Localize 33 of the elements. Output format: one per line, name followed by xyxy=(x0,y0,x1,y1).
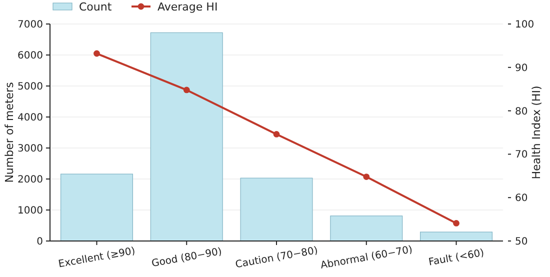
y2-tick-label: 50 xyxy=(515,236,528,248)
y2-tick-label: 70 xyxy=(515,150,528,161)
x-tick-label: Good (80−90) xyxy=(150,246,223,270)
y2-tick-label: 90 xyxy=(515,62,528,74)
x-tick-label: Caution (70−80) xyxy=(234,245,319,271)
point xyxy=(363,174,370,180)
x-tick-label: Abnormal (60−70) xyxy=(320,244,414,272)
y2-tick-label: 80 xyxy=(515,106,528,118)
y-axis-title: Number of meters xyxy=(3,82,16,183)
bar xyxy=(60,174,133,242)
y-tick-label: 5000 xyxy=(18,82,43,92)
y2-axis-title: Health Index (HI) xyxy=(530,86,543,180)
y-tick-label: 1000 xyxy=(18,206,43,216)
y-tick-label: 7000 xyxy=(18,20,43,30)
point xyxy=(94,50,100,57)
bar xyxy=(240,178,313,242)
y-tick-label: 3000 xyxy=(18,144,43,154)
y-tick-label: 4000 xyxy=(18,112,43,124)
y2-tick-label: 100 xyxy=(515,20,534,30)
y-tick-label: 6000 xyxy=(18,50,43,62)
bar xyxy=(150,32,223,242)
y-tick-label: 0 xyxy=(36,236,43,248)
y-tick-label: 2000 xyxy=(18,174,43,186)
bar xyxy=(420,232,493,242)
point xyxy=(183,86,190,94)
point xyxy=(273,131,280,138)
legend-label: Count xyxy=(79,0,112,14)
x-tick-label: Fault (<60) xyxy=(428,248,486,268)
point xyxy=(453,220,460,226)
legend-label: Average HI xyxy=(158,0,218,14)
bar xyxy=(330,216,403,242)
y2-tick-label: 60 xyxy=(515,193,528,204)
x-tick-label: Excellent (≥90) xyxy=(58,246,136,270)
